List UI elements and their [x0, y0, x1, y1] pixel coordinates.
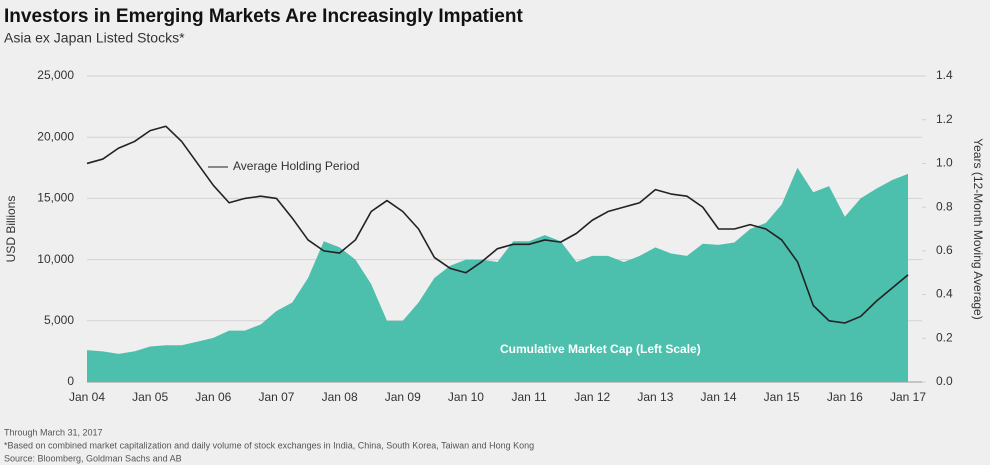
- y2-tick-label: 0.0: [936, 374, 953, 388]
- x-tick-label: Jan 13: [637, 390, 673, 404]
- footnote: *Based on combined market capitalization…: [4, 440, 534, 450]
- x-tick-label: Jan 10: [448, 390, 484, 404]
- y2-tick-label: 0.6: [936, 243, 953, 257]
- footnote: Source: Bloomberg, Goldman Sachs and AB: [4, 453, 182, 463]
- line: [86, 125, 909, 324]
- x-tick-label: Jan 08: [322, 390, 358, 404]
- y2-tick-label: 0.4: [936, 287, 953, 301]
- y2-tick-label: 0.8: [936, 199, 953, 213]
- y-tick-label: 25,000: [37, 68, 74, 82]
- x-tick-label: Jan 06: [195, 390, 231, 404]
- chart-title: Investors in Emerging Markets Are Increa…: [4, 6, 523, 27]
- y-tick-label: 20,000: [37, 129, 74, 143]
- x-tick-label: Jan 14: [701, 390, 737, 404]
- x-tick-label: Jan 07: [258, 390, 294, 404]
- y2-axis-label: Years (12-Month Moving Average): [971, 138, 985, 319]
- y2-tick-label: 1.0: [936, 156, 953, 170]
- y2-tick-label: 1.2: [936, 112, 953, 126]
- y-tick-label: 10,000: [37, 252, 74, 266]
- chart-subtitle: Asia ex Japan Listed Stocks*: [4, 30, 185, 46]
- x-tick-label: Jan 17: [890, 390, 926, 404]
- y2-tick-label: 0.2: [936, 330, 953, 344]
- x-tick-label: Jan 09: [385, 390, 421, 404]
- x-tick-label: Jan 16: [827, 390, 863, 404]
- y-tick-label: 15,000: [37, 191, 74, 205]
- x-tick-label: Jan 12: [574, 390, 610, 404]
- x-tick-label: Jan 05: [132, 390, 168, 404]
- x-tick-label: Jan 04: [69, 390, 105, 404]
- y-tick-label: 5,000: [44, 313, 74, 327]
- y-tick-label: 0: [67, 374, 74, 388]
- series-label: Cumulative Market Cap (Left Scale): [500, 342, 701, 356]
- footnote: Through March 31, 2017: [4, 427, 103, 437]
- area: [87, 167, 908, 382]
- y2-tick-label: 1.4: [936, 68, 953, 82]
- series-label: Average Holding Period: [233, 159, 360, 173]
- x-tick-label: Jan 11: [512, 390, 547, 404]
- x-tick-label: Jan 15: [764, 390, 800, 404]
- y-axis-label: USD Billions: [4, 196, 18, 263]
